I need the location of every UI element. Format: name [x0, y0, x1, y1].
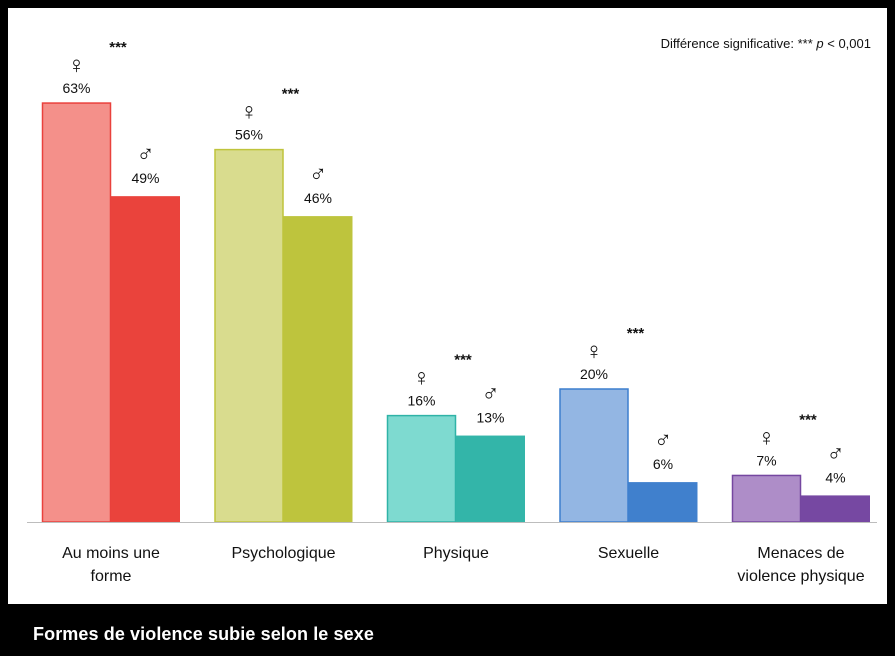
category-label: Physique — [423, 545, 489, 562]
category-label: Sexuelle — [598, 545, 659, 562]
category-label: Menaces de — [757, 545, 844, 562]
annotation-p: p — [815, 36, 823, 51]
annotation-prefix: Différence significative: *** — [661, 36, 817, 51]
female-symbol: ♀ — [585, 338, 603, 365]
bar-male — [111, 196, 180, 522]
bar-male — [628, 482, 698, 522]
data-label-male: 46% — [304, 190, 332, 206]
bar-male — [456, 435, 525, 522]
bar-female — [559, 388, 629, 523]
bar-female — [214, 148, 284, 523]
annotation-suffix: < 0,001 — [824, 36, 871, 51]
significance-marker: *** — [282, 86, 300, 103]
chart-marks: 63%♀49%♂***Au moins uneforme56%♀46%♂***P… — [27, 39, 877, 585]
female-symbol: ♀ — [413, 365, 431, 392]
significance-marker: *** — [109, 39, 127, 56]
category-label: Au moins une — [62, 545, 160, 562]
category-label: forme — [91, 568, 132, 585]
data-label-female: 7% — [756, 452, 776, 468]
male-symbol: ♂ — [827, 440, 845, 467]
data-label-female: 16% — [407, 393, 435, 409]
female-symbol: ♀ — [758, 424, 776, 451]
bar-female — [386, 414, 457, 523]
male-symbol: ♂ — [482, 381, 500, 408]
chart-title: Formes de violence subie selon le sexe — [33, 624, 374, 644]
male-symbol: ♂ — [654, 427, 672, 454]
significance-marker: *** — [799, 411, 817, 428]
data-label-male: 13% — [476, 410, 504, 426]
significance-marker: *** — [627, 325, 645, 342]
significance-annotation: Différence significative: *** p < 0,001 — [661, 36, 871, 51]
female-symbol: ♀ — [68, 52, 86, 79]
data-label-female: 63% — [62, 80, 90, 96]
data-label-male: 6% — [653, 456, 673, 472]
category-label: violence physique — [737, 568, 864, 585]
data-label-female: 20% — [580, 366, 608, 382]
bar-male — [283, 216, 353, 522]
data-label-male: 49% — [131, 170, 159, 186]
category-label: Psychologique — [231, 545, 335, 562]
significance-marker: *** — [454, 352, 472, 369]
bar-male — [801, 495, 870, 522]
male-symbol: ♂ — [137, 141, 155, 168]
bar-chart: Différence significative: *** p < 0,001 … — [27, 36, 877, 585]
data-label-male: 4% — [825, 469, 845, 485]
chart-frame: Différence significative: *** p < 0,001 … — [8, 8, 887, 604]
bar-female — [41, 102, 112, 523]
bar-female — [731, 474, 802, 523]
data-label-female: 56% — [235, 127, 263, 143]
male-symbol: ♂ — [309, 161, 327, 188]
female-symbol: ♀ — [240, 99, 258, 126]
